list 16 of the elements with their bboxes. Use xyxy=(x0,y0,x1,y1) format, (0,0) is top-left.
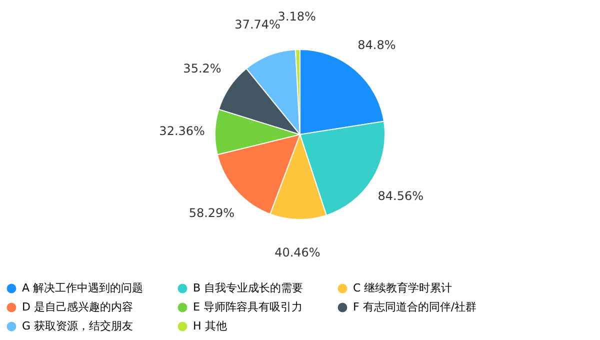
legend-label: B 自我专业成长的需要 xyxy=(193,282,304,295)
data-label: 84.56% xyxy=(378,189,424,204)
data-label: 40.46% xyxy=(274,245,320,260)
data-label: 32.36% xyxy=(159,124,205,138)
legend-label: H 其他 xyxy=(193,320,227,332)
legend-label: C 继续教育学时累计 xyxy=(353,282,452,295)
legend-label: D 是自己感兴趣的内容 xyxy=(22,300,133,314)
data-label: 37.74% xyxy=(234,17,280,32)
data-label: 84.8% xyxy=(358,38,396,52)
legend-label: A 解决工作中遇到的问题 xyxy=(22,282,144,295)
legend-label: E 导师阵容具有吸引力 xyxy=(193,300,302,314)
legend-label: F 有志同道合的同伴/社群 xyxy=(353,300,477,314)
data-label: 3.18% xyxy=(278,10,316,24)
data-label: 35.2% xyxy=(183,61,222,76)
legend-label: G 获取资源，结交朋友 xyxy=(22,320,134,332)
data-label: 58.29% xyxy=(188,206,235,220)
